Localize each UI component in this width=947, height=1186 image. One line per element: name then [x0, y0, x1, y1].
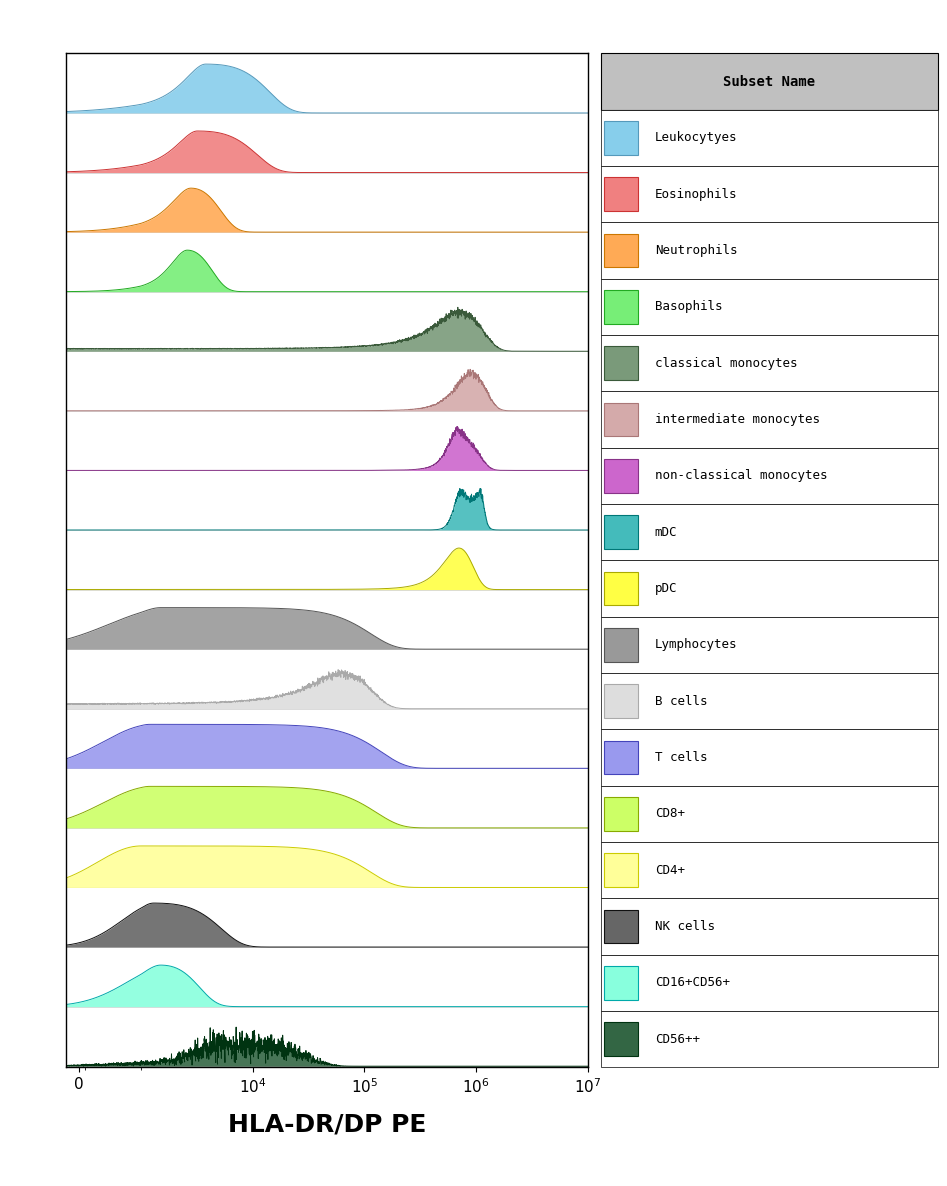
Bar [604, 346, 638, 381]
Bar [604, 459, 638, 493]
Text: classical monocytes: classical monocytes [654, 357, 797, 370]
Bar [604, 515, 638, 549]
Bar [604, 572, 638, 606]
Bar [601, 110, 938, 166]
Bar [604, 178, 638, 211]
Bar [604, 965, 638, 1000]
Bar [601, 166, 938, 223]
Bar [601, 674, 938, 729]
Bar [601, 899, 938, 955]
Text: NK cells: NK cells [654, 920, 715, 933]
Bar [604, 910, 638, 944]
Bar [604, 629, 638, 662]
Text: Basophils: Basophils [654, 300, 723, 313]
Bar [601, 617, 938, 674]
Text: Leukocytyes: Leukocytyes [654, 132, 738, 145]
Bar [601, 729, 938, 786]
Text: CD56++: CD56++ [654, 1033, 700, 1046]
Text: CD4+: CD4+ [654, 863, 685, 876]
Bar [601, 1010, 938, 1067]
Text: pDC: pDC [654, 582, 677, 595]
Bar [604, 234, 638, 268]
Bar [601, 448, 938, 504]
Text: CD8+: CD8+ [654, 808, 685, 821]
Bar [604, 740, 638, 774]
Bar [604, 403, 638, 436]
Text: Neutrophils: Neutrophils [654, 244, 738, 257]
Text: Subset Name: Subset Name [724, 75, 815, 89]
Bar [601, 785, 938, 842]
Text: B cells: B cells [654, 695, 707, 708]
Bar [604, 854, 638, 887]
Bar [604, 1022, 638, 1057]
Bar [601, 561, 938, 617]
Bar [601, 334, 938, 391]
Text: mDC: mDC [654, 525, 677, 538]
Bar [604, 291, 638, 324]
Bar [601, 223, 938, 279]
Bar [601, 53, 938, 110]
Bar [604, 797, 638, 830]
Bar [604, 121, 638, 155]
Text: non-classical monocytes: non-classical monocytes [654, 470, 828, 483]
Text: Eosinophils: Eosinophils [654, 187, 738, 200]
Bar [601, 955, 938, 1010]
Text: Lymphocytes: Lymphocytes [654, 638, 738, 651]
Bar [601, 842, 938, 899]
Text: CD16+CD56+: CD16+CD56+ [654, 976, 730, 989]
Bar [604, 684, 638, 719]
Bar [601, 504, 938, 561]
Bar [601, 391, 938, 448]
Text: T cells: T cells [654, 751, 707, 764]
X-axis label: HLA-DR/DP PE: HLA-DR/DP PE [228, 1112, 426, 1136]
Text: intermediate monocytes: intermediate monocytes [654, 413, 820, 426]
Bar [601, 279, 938, 336]
